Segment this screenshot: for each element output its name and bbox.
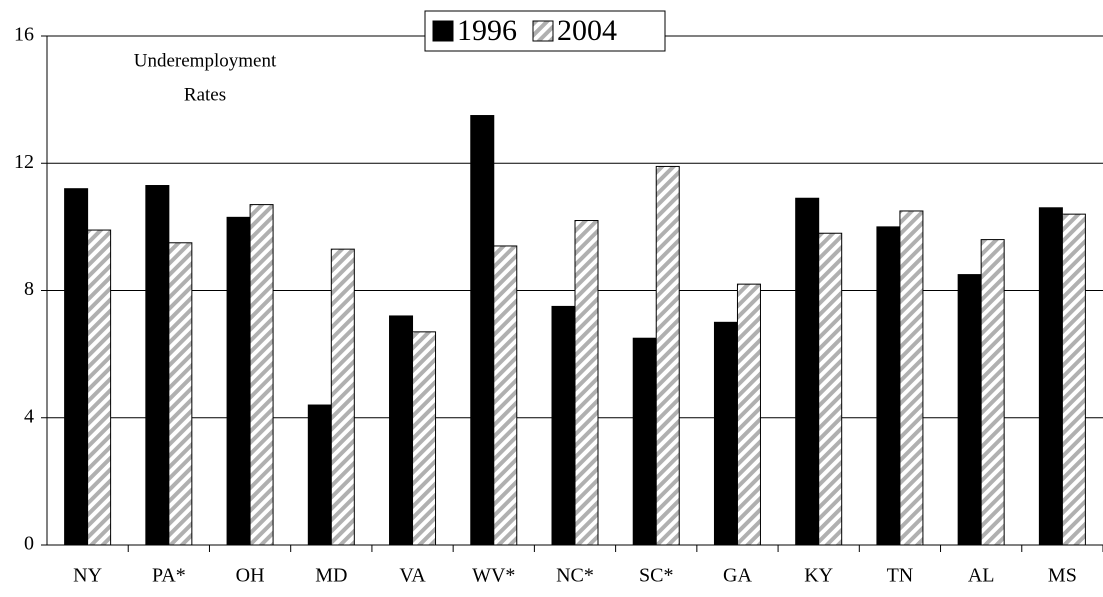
x-tick-label: KY: [804, 565, 833, 587]
bar: [145, 185, 170, 546]
y-tick-label: 8: [24, 278, 34, 300]
x-tick-label: OH: [236, 565, 265, 587]
y-tick-label: 12: [14, 151, 34, 173]
x-tick-label: NY: [73, 565, 102, 587]
bar: [168, 242, 193, 546]
bar: [655, 165, 680, 546]
legend-label: 2004: [557, 14, 617, 47]
legend-swatch: [432, 20, 454, 42]
x-tick-label: WV*: [472, 565, 515, 587]
y-tick-label: 0: [24, 533, 34, 555]
x-tick-label: SC*: [639, 565, 673, 587]
y-tick-label: 4: [24, 405, 34, 427]
x-tick-label: TN: [887, 565, 914, 587]
bar: [957, 274, 982, 546]
x-tick-label: MS: [1048, 565, 1077, 587]
bar: [1038, 207, 1063, 546]
bar: [470, 115, 495, 546]
bar: [551, 305, 576, 546]
bar: [412, 331, 437, 546]
x-tick-label: NC*: [556, 565, 594, 587]
bar: [493, 245, 518, 546]
x-tick-label: PA*: [152, 565, 186, 587]
bar: [330, 248, 355, 546]
bar: [389, 315, 414, 546]
bar: [632, 337, 657, 546]
legend-swatch: [532, 20, 554, 42]
bar: [1061, 213, 1086, 546]
bar: [713, 321, 738, 546]
x-tick-label: AL: [968, 565, 995, 587]
bar: [226, 216, 251, 546]
bar: [307, 404, 332, 546]
x-tick-label: GA: [723, 565, 752, 587]
annotation: Underemployment: [134, 50, 277, 71]
bar: [795, 197, 820, 546]
annotation: Rates: [184, 84, 226, 105]
bar: [876, 226, 901, 546]
bar: [899, 210, 924, 546]
bar: [736, 283, 761, 546]
bar: [249, 204, 274, 546]
bar: [64, 188, 89, 546]
x-tick-label: MD: [315, 565, 347, 587]
y-tick-label: 16: [14, 24, 34, 46]
legend-label: 1996: [457, 14, 517, 47]
bar: [87, 229, 112, 546]
bar: [818, 232, 843, 546]
x-tick-label: VA: [399, 565, 426, 587]
bar: [574, 220, 599, 546]
bar: [980, 239, 1005, 546]
